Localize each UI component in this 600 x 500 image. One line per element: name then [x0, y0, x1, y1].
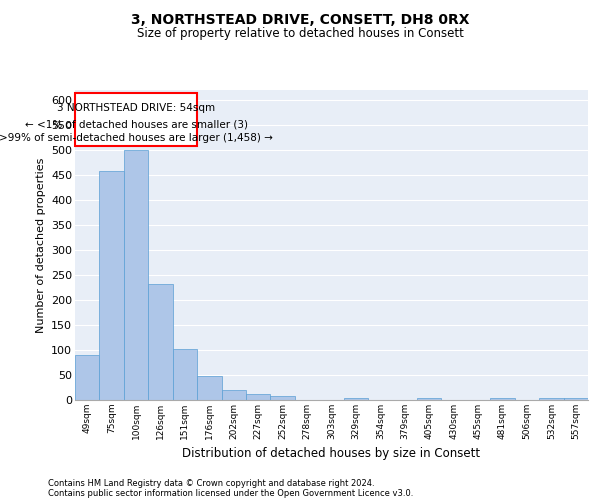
- Bar: [75, 93, 197, 146]
- Text: 3, NORTHSTEAD DRIVE, CONSETT, DH8 0RX: 3, NORTHSTEAD DRIVE, CONSETT, DH8 0RX: [131, 12, 469, 26]
- Bar: [490, 398, 515, 400]
- Bar: [417, 398, 442, 400]
- Y-axis label: Number of detached properties: Number of detached properties: [35, 158, 46, 332]
- Bar: [221, 390, 246, 400]
- Bar: [148, 284, 173, 400]
- Text: >99% of semi-detached houses are larger (1,458) →: >99% of semi-detached houses are larger …: [0, 134, 273, 143]
- Bar: [75, 355, 100, 400]
- Bar: [344, 398, 368, 400]
- Text: ← <1% of detached houses are smaller (3): ← <1% of detached houses are smaller (3): [25, 119, 248, 129]
- Bar: [124, 150, 148, 400]
- Bar: [539, 398, 563, 400]
- X-axis label: Distribution of detached houses by size in Consett: Distribution of detached houses by size …: [182, 448, 481, 460]
- Bar: [563, 398, 588, 400]
- Text: 3 NORTHSTEAD DRIVE: 54sqm: 3 NORTHSTEAD DRIVE: 54sqm: [57, 103, 215, 113]
- Text: Contains HM Land Registry data © Crown copyright and database right 2024.: Contains HM Land Registry data © Crown c…: [48, 478, 374, 488]
- Text: Contains public sector information licensed under the Open Government Licence v3: Contains public sector information licen…: [48, 488, 413, 498]
- Bar: [173, 348, 197, 400]
- Text: Size of property relative to detached houses in Consett: Size of property relative to detached ho…: [137, 28, 463, 40]
- Bar: [197, 376, 221, 400]
- Bar: [271, 396, 295, 400]
- Bar: [246, 394, 271, 400]
- Bar: [100, 172, 124, 400]
